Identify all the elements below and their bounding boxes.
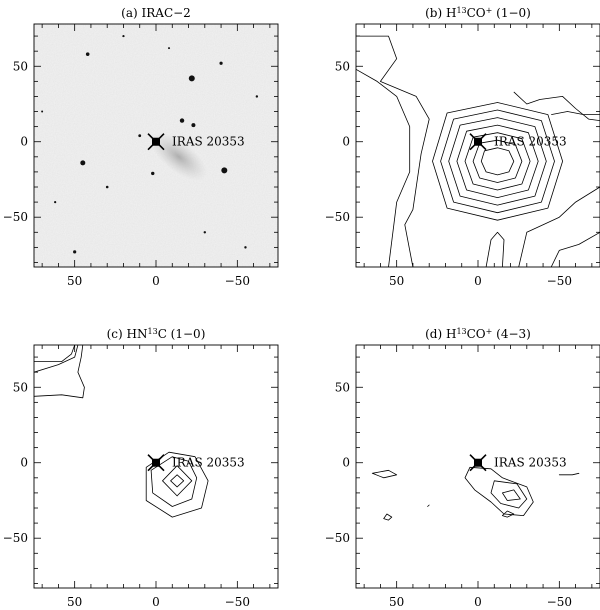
y-tick-label: −50 (3, 531, 28, 545)
x-tick-label: 50 (389, 274, 404, 288)
star (203, 231, 206, 234)
x-tick-label: 0 (474, 274, 482, 288)
star (41, 110, 44, 113)
star (191, 123, 196, 128)
contour-line (501, 489, 521, 501)
contour-line (550, 231, 600, 267)
contour-line (464, 132, 531, 191)
star (80, 160, 86, 166)
x-tick-label: 0 (152, 595, 160, 609)
source-marker-icon (147, 133, 165, 151)
panel-title: (b) H13CO+ (1−0) (425, 6, 531, 21)
y-tick-label: 0 (342, 135, 350, 149)
contour-line (485, 231, 505, 267)
y-tick-label: 0 (342, 456, 350, 470)
contour-line (356, 35, 430, 267)
y-tick-label: 0 (20, 135, 28, 149)
x-tick-label: −50 (225, 595, 250, 609)
contour-line (150, 456, 198, 507)
x-tick-label: 50 (389, 595, 404, 609)
contour-line (432, 102, 563, 221)
panel-title: (d) H13CO+ (4−3) (425, 327, 531, 342)
panel-4: 50 0 −50 50 0 −50 (d) H13CO+ (4−3) IRAS 20353 (325, 327, 600, 609)
panel-3: 50 0 −50 50 0 −50 (c) HN13C (1−0) IRAS 20353 (3, 327, 279, 609)
contour-line (551, 111, 600, 115)
contour-line (34, 345, 85, 399)
contour-line (518, 186, 600, 267)
y-tick-label: −50 (325, 531, 350, 545)
star (54, 200, 57, 204)
y-tick-label: −50 (325, 210, 350, 224)
contour-line (162, 465, 193, 497)
source-marker-icon (469, 454, 487, 472)
contour-line (34, 345, 79, 373)
x-tick-label: 50 (67, 595, 82, 609)
y-tick-label: −50 (3, 210, 28, 224)
source-label: IRAS 20353 (494, 135, 567, 149)
contour-line (480, 147, 515, 176)
y-tick-label: 50 (13, 59, 28, 73)
contour-line (472, 139, 523, 183)
source-label: IRAS 20353 (172, 456, 245, 470)
x-tick-label: −50 (547, 595, 572, 609)
source-marker-icon (147, 454, 165, 472)
star (179, 118, 185, 123)
panel-2: 50 0 −50 50 0 −50 (b) H13CO+ (1−0) IRAS 20353 (325, 6, 600, 288)
star (255, 95, 259, 98)
star (221, 167, 228, 174)
contour-line (356, 68, 411, 267)
panel-1: 50 0 −50 50 0 −50 (a) IRAC−2 IRAS 20353 (3, 6, 279, 288)
contour-line (464, 466, 534, 516)
contour-line (456, 124, 539, 199)
star (122, 34, 125, 38)
star (244, 246, 247, 249)
star (151, 171, 155, 176)
star (168, 47, 171, 50)
star (105, 185, 109, 189)
panel-title: (a) IRAC−2 (121, 6, 191, 20)
contour-line (501, 510, 515, 518)
contour-line (145, 451, 209, 518)
x-tick-label: 0 (474, 595, 482, 609)
nebula-glow (150, 132, 208, 181)
x-tick-label: 0 (152, 274, 160, 288)
contour-line (448, 117, 547, 206)
contour-line (513, 91, 600, 121)
contour-line (427, 504, 430, 507)
y-tick-label: 50 (13, 380, 28, 394)
star (138, 134, 142, 138)
star (188, 75, 195, 82)
star (219, 61, 223, 65)
contour-line (170, 474, 185, 488)
source-marker-icon (469, 133, 487, 151)
star (73, 250, 77, 254)
x-tick-label: 50 (67, 274, 82, 288)
star (85, 52, 90, 56)
source-label: IRAS 20353 (172, 135, 245, 149)
contour-line (371, 469, 398, 479)
contour-line (440, 109, 555, 214)
y-tick-label: 0 (20, 456, 28, 470)
contour-line (490, 480, 528, 509)
contour-line (558, 472, 580, 476)
contour-line (34, 345, 76, 363)
panel-title: (c) HN13C (1−0) (107, 327, 206, 342)
x-tick-label: −50 (547, 274, 572, 288)
x-tick-label: −50 (225, 274, 250, 288)
y-tick-label: 50 (335, 380, 350, 394)
source-label: IRAS 20353 (494, 456, 567, 470)
contour-line (383, 513, 393, 521)
y-tick-label: 50 (335, 59, 350, 73)
